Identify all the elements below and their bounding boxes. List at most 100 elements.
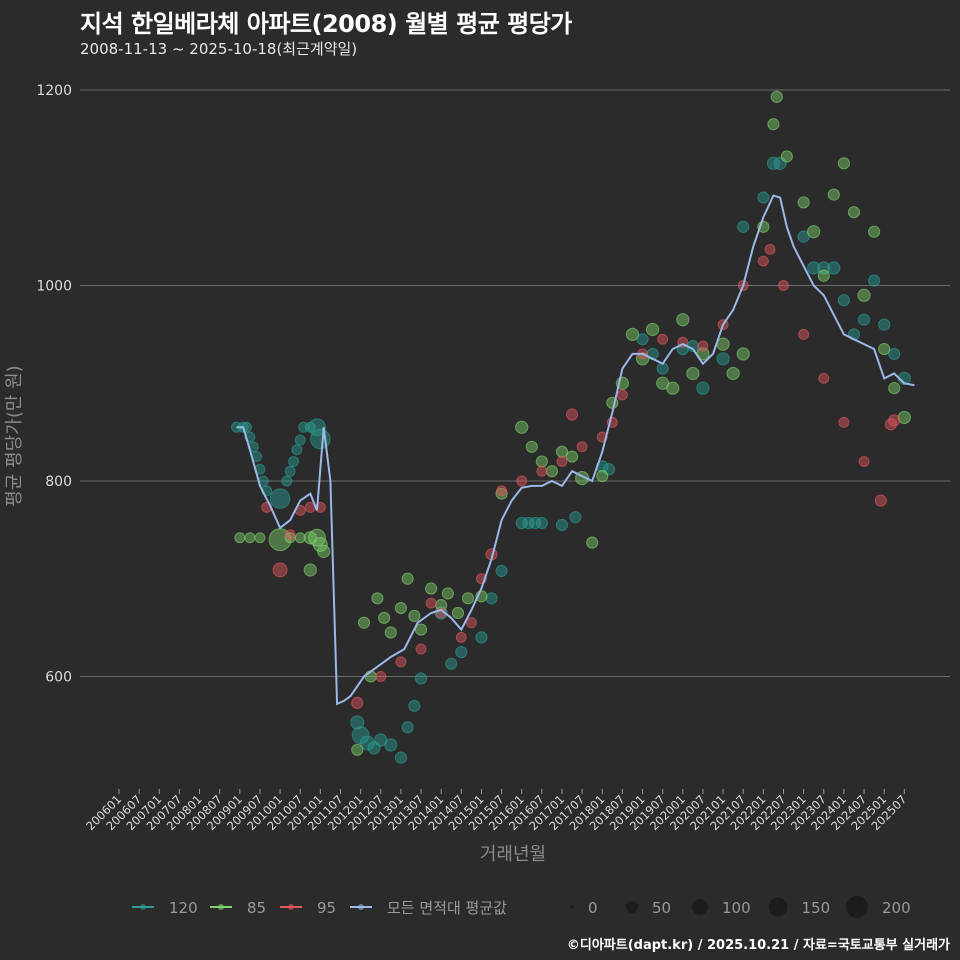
data-point: [555, 518, 569, 532]
data-point: [308, 528, 326, 547]
size-legend-item: 100: [692, 899, 751, 917]
data-point: [888, 382, 901, 395]
data-point: [284, 529, 296, 541]
data-point: [878, 342, 891, 356]
data-point: [378, 611, 391, 624]
data-point: [545, 465, 559, 478]
legend: 120 85 95 모든 면적대 평균값 0 50 100 150 200: [132, 896, 911, 918]
source-caption: ©디아파트(dapt.kr) / 2025.10.21 / 자료=국토교통부 실…: [566, 938, 950, 953]
data-point: [455, 645, 468, 659]
data-point: [767, 118, 780, 131]
data-point: [697, 340, 709, 352]
data-point: [408, 699, 421, 712]
data-point: [807, 261, 821, 275]
legend-item: 85: [210, 899, 266, 917]
data-point: [797, 230, 810, 243]
data-point: [818, 372, 830, 384]
data-point: [272, 562, 288, 578]
data-point: [770, 90, 783, 103]
data-point: [359, 735, 375, 751]
data-point: [441, 587, 454, 600]
svg-text:100: 100: [722, 899, 751, 917]
data-point: [234, 532, 246, 544]
data-point: [401, 721, 414, 734]
data-point: [737, 220, 750, 233]
data-point: [636, 333, 649, 346]
data-point: [616, 389, 628, 401]
data-point: [515, 420, 529, 434]
data-point: [308, 418, 326, 437]
size-legend-item: 150: [768, 897, 831, 917]
size-legend-item: 50: [626, 899, 671, 917]
data-point: [475, 631, 488, 644]
data-point: [576, 441, 588, 453]
data-point: [414, 672, 428, 685]
data-point: [384, 626, 397, 639]
svg-text:150: 150: [802, 899, 831, 917]
series-95-points: [261, 243, 901, 709]
data-point: [415, 643, 427, 655]
data-point: [686, 366, 700, 381]
data-point: [716, 352, 730, 366]
y-tick-label: 1200: [36, 83, 72, 99]
data-point: [878, 318, 891, 331]
data-point: [529, 516, 542, 530]
legend-item: 95: [280, 899, 336, 917]
data-point: [317, 544, 331, 559]
data-point: [536, 465, 548, 477]
data-point: [351, 743, 364, 756]
y-tick-label: 600: [45, 670, 72, 686]
data-point: [897, 410, 911, 425]
data-point: [351, 696, 364, 709]
data-point: [797, 196, 810, 209]
data-point: [303, 531, 317, 545]
svg-text:200: 200: [882, 899, 911, 917]
data-point: [726, 366, 740, 381]
data-point: [757, 191, 770, 204]
data-point: [515, 516, 528, 530]
svg-text:0: 0: [588, 899, 598, 917]
data-point: [350, 715, 365, 730]
data-point: [657, 333, 669, 345]
average-line: [236, 194, 915, 706]
data-point: [244, 532, 256, 544]
x-axis-label: 거래년월: [480, 844, 546, 865]
data-point: [522, 516, 535, 530]
y-tick-label: 800: [45, 474, 72, 490]
data-point: [461, 592, 475, 605]
data-point: [847, 206, 861, 219]
data-point: [455, 631, 467, 643]
data-point: [465, 617, 477, 629]
svg-text:85: 85: [247, 899, 266, 917]
data-point: [401, 572, 414, 585]
data-point: [414, 623, 428, 636]
grid-lines: [80, 89, 950, 677]
svg-text:모든 면적대 평균값: 모든 면적대 평균값: [387, 899, 507, 917]
data-point: [445, 657, 458, 670]
legend-item: 모든 면적대 평균값: [350, 899, 507, 917]
data-point: [375, 671, 387, 682]
data-point: [569, 511, 582, 524]
data-point: [625, 327, 640, 341]
data-point: [857, 288, 871, 302]
data-point: [838, 416, 850, 428]
svg-text:120: 120: [169, 899, 198, 917]
data-point: [858, 455, 870, 467]
data-point: [310, 428, 331, 450]
y-axis-label: 평균 평당가(만 원): [4, 365, 25, 506]
data-point: [394, 601, 407, 615]
size-legend-item: 200: [846, 896, 911, 918]
data-point: [766, 156, 781, 170]
data-point: [281, 475, 293, 487]
data-point: [395, 656, 407, 668]
data-point: [294, 532, 306, 544]
chart-title: 지석 한일베라체 아파트(2008) 월별 평균 평당가: [80, 10, 572, 38]
data-point: [868, 225, 881, 238]
y-tick-label: 1000: [36, 279, 72, 295]
size-legend-item: 0: [570, 899, 598, 917]
data-point: [525, 440, 538, 453]
data-point: [696, 381, 710, 395]
data-point: [284, 465, 296, 477]
data-point: [676, 313, 690, 327]
